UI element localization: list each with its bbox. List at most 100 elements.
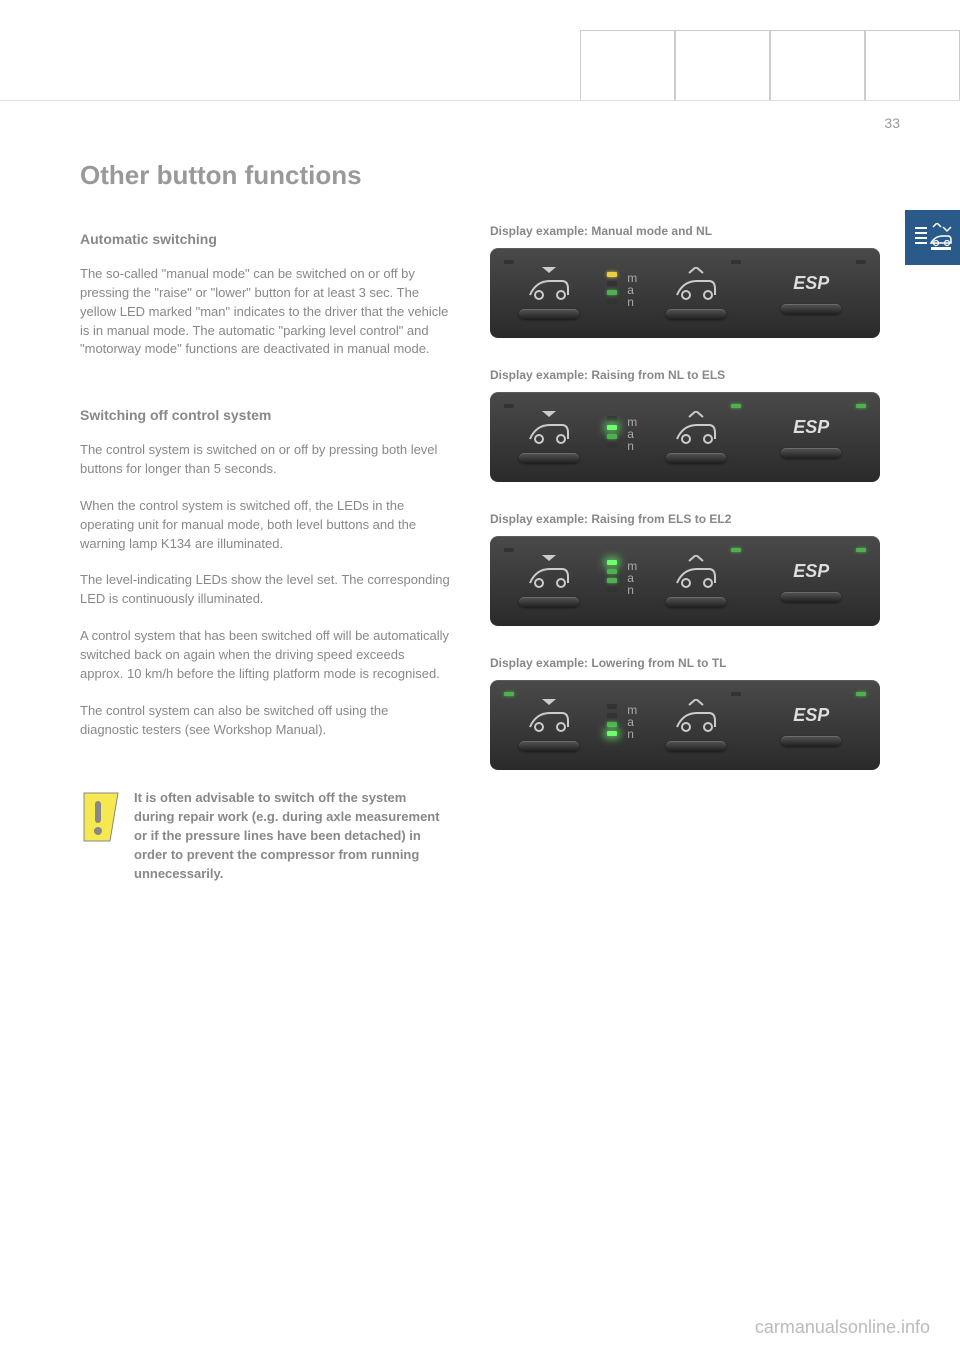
status-led bbox=[856, 548, 866, 552]
display-caption: Display example: Lowering from NL to TL bbox=[490, 656, 880, 670]
level-led bbox=[607, 281, 617, 286]
header-divider bbox=[0, 100, 960, 101]
lower-button[interactable] bbox=[498, 688, 599, 762]
lower-car-icon bbox=[524, 267, 574, 303]
level-led bbox=[607, 587, 617, 592]
body-paragraph: The control system is switched on or off… bbox=[80, 441, 450, 479]
status-led bbox=[504, 260, 514, 264]
level-led bbox=[607, 578, 617, 583]
button-bar bbox=[519, 741, 579, 751]
tab bbox=[675, 30, 770, 100]
status-led bbox=[504, 404, 514, 408]
esp-button[interactable]: ESP bbox=[751, 688, 873, 762]
man-label: man bbox=[627, 704, 637, 740]
button-bar bbox=[666, 741, 726, 751]
button-bar bbox=[666, 597, 726, 607]
man-label: man bbox=[627, 560, 637, 596]
esp-label: ESP bbox=[793, 561, 829, 582]
level-led bbox=[607, 299, 617, 304]
left-column: Other button functions Automatic switchi… bbox=[80, 160, 450, 884]
lower-car-icon bbox=[524, 411, 574, 447]
esp-label: ESP bbox=[793, 417, 829, 438]
raise-car-icon bbox=[671, 555, 721, 591]
body-paragraph: The control system can also be switched … bbox=[80, 702, 450, 740]
body-paragraph: The so-called "manual mode" can be switc… bbox=[80, 265, 450, 359]
esp-button[interactable]: ESP bbox=[751, 544, 873, 618]
level-led bbox=[607, 704, 617, 709]
esp-button[interactable]: ESP bbox=[751, 400, 873, 474]
control-panel: man ESP bbox=[490, 248, 880, 338]
body-paragraph: When the control system is switched off,… bbox=[80, 497, 450, 554]
esp-label: ESP bbox=[793, 273, 829, 294]
esp-button[interactable]: ESP bbox=[751, 256, 873, 330]
status-led bbox=[856, 404, 866, 408]
button-bar bbox=[519, 453, 579, 463]
lower-button[interactable] bbox=[498, 544, 599, 618]
level-indicator: man bbox=[603, 688, 641, 762]
control-panel: man ESP bbox=[490, 392, 880, 482]
section-heading: Automatic switching bbox=[80, 231, 450, 247]
raise-button[interactable] bbox=[645, 688, 746, 762]
page-number: 33 bbox=[884, 115, 900, 131]
raise-car-icon bbox=[671, 267, 721, 303]
esp-label: ESP bbox=[793, 705, 829, 726]
raise-car-icon bbox=[671, 699, 721, 735]
tab bbox=[770, 30, 865, 100]
side-section-icon bbox=[905, 210, 960, 265]
level-led bbox=[607, 290, 617, 295]
button-bar bbox=[781, 448, 841, 458]
level-led bbox=[607, 425, 617, 430]
button-bar bbox=[666, 309, 726, 319]
level-led bbox=[607, 416, 617, 421]
status-led bbox=[856, 692, 866, 696]
level-led bbox=[607, 731, 617, 736]
display-caption: Display example: Manual mode and NL bbox=[490, 224, 880, 238]
status-led bbox=[856, 260, 866, 264]
button-bar bbox=[519, 597, 579, 607]
lower-car-icon bbox=[524, 555, 574, 591]
status-led bbox=[731, 692, 741, 696]
level-led bbox=[607, 434, 617, 439]
level-indicator: man bbox=[603, 256, 641, 330]
watermark: carmanualsonline.info bbox=[755, 1317, 930, 1338]
level-led bbox=[607, 722, 617, 727]
status-led bbox=[504, 692, 514, 696]
note-text: It is often advisable to switch off the … bbox=[134, 789, 450, 883]
raise-button[interactable] bbox=[645, 544, 746, 618]
button-bar bbox=[781, 736, 841, 746]
control-panel: man ESP bbox=[490, 680, 880, 770]
raise-button[interactable] bbox=[645, 256, 746, 330]
man-label: man bbox=[627, 272, 637, 308]
right-column: Display example: Manual mode and NL man bbox=[490, 160, 880, 884]
lower-button[interactable] bbox=[498, 400, 599, 474]
status-led bbox=[731, 404, 741, 408]
button-bar bbox=[781, 304, 841, 314]
button-bar bbox=[519, 309, 579, 319]
level-led bbox=[607, 713, 617, 718]
body-paragraph: The level-indicating LEDs show the level… bbox=[80, 571, 450, 609]
level-led bbox=[607, 560, 617, 565]
raise-button[interactable] bbox=[645, 400, 746, 474]
display-caption: Display example: Raising from NL to ELS bbox=[490, 368, 880, 382]
button-bar bbox=[781, 592, 841, 602]
tab bbox=[865, 30, 960, 100]
raise-car-icon bbox=[671, 411, 721, 447]
level-led bbox=[607, 443, 617, 448]
warning-icon bbox=[80, 789, 122, 845]
status-led bbox=[504, 548, 514, 552]
level-indicator: man bbox=[603, 544, 641, 618]
body-paragraph: A control system that has been switched … bbox=[80, 627, 450, 684]
control-panel: man ESP bbox=[490, 536, 880, 626]
status-led bbox=[731, 260, 741, 264]
level-led bbox=[607, 272, 617, 277]
button-bar bbox=[666, 453, 726, 463]
lower-button[interactable] bbox=[498, 256, 599, 330]
status-led bbox=[731, 548, 741, 552]
display-caption: Display example: Raising from ELS to EL2 bbox=[490, 512, 880, 526]
note-block: It is often advisable to switch off the … bbox=[80, 789, 450, 883]
tab bbox=[580, 30, 675, 100]
level-led bbox=[607, 569, 617, 574]
lower-car-icon bbox=[524, 699, 574, 735]
header-tabs bbox=[580, 30, 960, 100]
man-label: man bbox=[627, 416, 637, 452]
